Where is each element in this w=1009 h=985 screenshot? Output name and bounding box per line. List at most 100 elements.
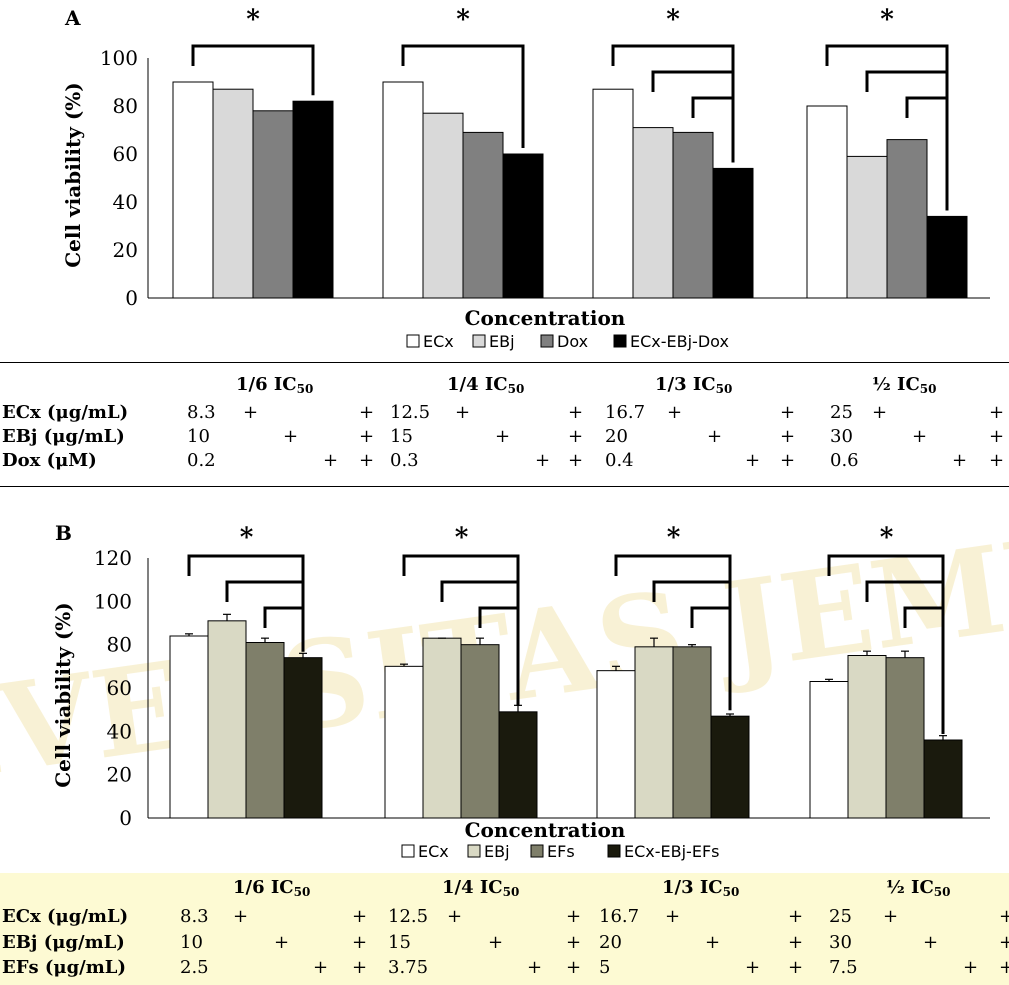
legend-swatch: [406, 334, 420, 348]
table-plus: +: [568, 450, 584, 471]
table-value: 30: [829, 932, 852, 953]
table-group-header: 1/3 IC50: [662, 877, 740, 899]
significance-bracket: [401, 44, 525, 148]
table-value: 7.5: [829, 957, 858, 978]
table-group-header: 1/4 IC50: [442, 877, 520, 899]
bar-ecx-3: [596, 670, 636, 819]
table-value: 20: [605, 426, 628, 447]
legend-swatch: [540, 334, 554, 348]
bar-ecx-2: [384, 665, 424, 819]
bar-ecx-1: [172, 81, 214, 299]
y-tick-label-a: 20: [113, 238, 138, 262]
table-b: 1/6 IC50 1/4 IC50 1/3 IC50 ½ IC50 ECx (μg/mL…: [0, 873, 1009, 985]
y-tick-label-b: 80: [107, 633, 132, 657]
significance-bracket: [690, 606, 732, 711]
bar-ebj-2: [422, 637, 462, 819]
bar-efs-1: [245, 642, 285, 819]
plot-area-b: 0 20 40 60 80 100 120 * * * *: [94, 523, 990, 830]
bar-ecx-ebj-dox-3: [712, 167, 754, 299]
table-plus: +: [233, 906, 249, 927]
table-value: 8.3: [180, 906, 209, 927]
table-plus: +: [912, 426, 928, 447]
table-plus: +: [999, 932, 1009, 953]
legend-swatch: [530, 844, 544, 858]
table-plus: +: [359, 402, 375, 423]
y-axis-label-a: Cell viability (%): [61, 82, 85, 268]
table-value: 0.2: [187, 450, 216, 471]
table-value: 15: [388, 932, 411, 953]
table-plus: +: [989, 402, 1005, 423]
bar-ecx-ebj-dox-2: [502, 153, 544, 299]
y-tick-label-b: 120: [94, 546, 132, 570]
table-plus: +: [999, 957, 1009, 978]
table-plus: +: [989, 426, 1005, 447]
y-tick-label-b: 40: [107, 719, 132, 743]
table-value: 0.4: [605, 450, 634, 471]
table-plus: +: [566, 906, 582, 927]
table-plus: +: [352, 906, 368, 927]
bar-ebj-1: [207, 620, 247, 819]
table-value: 15: [390, 426, 413, 447]
y-tick-label-a: 0: [125, 286, 138, 310]
significance-bracket: [905, 96, 949, 211]
bar-ebj-2: [422, 112, 464, 299]
legend-label: ECx: [423, 332, 454, 351]
table-row-label: ECx (μg/mL): [2, 906, 129, 927]
bar-ecx-4: [806, 105, 848, 299]
table-value: 12.5: [390, 402, 431, 423]
table-plus: +: [359, 426, 375, 447]
table-group-header: 1/6 IC50: [236, 374, 314, 396]
bar-dox-4: [886, 139, 928, 299]
table-plus: +: [788, 957, 804, 978]
table-value: 30: [830, 426, 853, 447]
table-plus: +: [952, 450, 968, 471]
panel-label-b: B: [55, 521, 72, 545]
x-axis-label-b: Concentration: [465, 818, 626, 842]
table-value: 16.7: [605, 402, 646, 423]
legend-label: ECx-EBj-EFs: [624, 842, 719, 861]
bar-ecx-2: [382, 81, 424, 299]
significance-star: *: [455, 523, 469, 553]
table-plus: +: [780, 426, 796, 447]
table-a: 1/6 IC50 1/4 IC50 1/3 IC50 ½ IC50 ECx (μg/mL…: [0, 362, 1009, 488]
bar-efs-3: [672, 646, 712, 819]
plot-area-a: 0 20 40 60 80 100 * * * *: [100, 5, 990, 310]
table-plus: +: [707, 426, 723, 447]
bar-ebj-4: [847, 655, 887, 819]
bar-ecx-4: [809, 681, 849, 819]
table-plus: +: [788, 906, 804, 927]
table-plus: +: [667, 402, 683, 423]
bar-efs-4: [885, 657, 925, 819]
bar-ecx-ebj-dox-4: [926, 215, 968, 299]
table-plus: +: [780, 402, 796, 423]
table-plus: +: [283, 426, 299, 447]
significance-star: *: [456, 5, 470, 35]
y-tick-label-b: 60: [107, 676, 132, 700]
y-tick-label-b: 0: [119, 806, 132, 830]
table-row-label: EBj (μg/mL): [2, 932, 125, 953]
table-value: 3.75: [388, 957, 429, 978]
legend-label: Dox: [557, 332, 588, 351]
significance-bracket: [903, 606, 945, 734]
chart-b: B Cell viability (%) 0 20 40 60 80 100 120 * * * *…: [51, 521, 990, 861]
legend-swatch: [607, 844, 621, 858]
table-rule: [0, 362, 1009, 363]
bar-dox-2: [462, 131, 504, 299]
panel-label-a: A: [64, 6, 81, 30]
table-plus: +: [488, 932, 504, 953]
table-plus: +: [665, 906, 681, 927]
significance-bracket: [263, 606, 305, 652]
table-row-label: Dox (μM): [2, 450, 97, 471]
table-value: 5: [599, 957, 611, 978]
bar-dox-3: [672, 131, 714, 299]
legend-label: ECx: [418, 842, 449, 861]
legend-label: EFs: [547, 842, 575, 861]
table-value: 16.7: [599, 906, 640, 927]
table-plus: +: [535, 450, 551, 471]
table-b-highlight: [0, 873, 1009, 985]
table-plus: +: [323, 450, 339, 471]
bar-ecx-3: [592, 88, 634, 299]
table-plus: +: [243, 402, 259, 423]
table-value: 0.3: [390, 450, 419, 471]
table-plus: +: [745, 450, 761, 471]
